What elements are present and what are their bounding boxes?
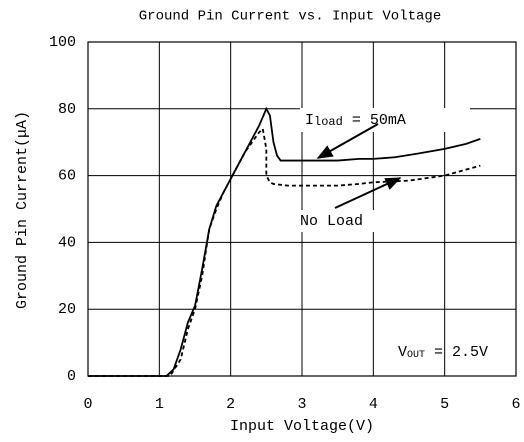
annotation-bg [294, 210, 380, 232]
y-tick-label: 20 [58, 301, 76, 318]
x-tick-label: 2 [226, 396, 235, 413]
x-axis-label: Input Voltage(V) [230, 418, 374, 435]
y-tick-label: 60 [58, 168, 76, 185]
chart-title: Ground Pin Current vs. Input Voltage [139, 9, 441, 25]
annotation-arrow [316, 123, 379, 159]
annotation-arrow [334, 177, 402, 209]
y-tick-label: 0 [67, 368, 76, 385]
y-tick-label: 80 [58, 101, 76, 118]
y-tick-label: 100 [49, 34, 76, 51]
plot-frame [87, 41, 517, 377]
x-tick-label: 5 [440, 396, 449, 413]
annotation: No Load [300, 213, 363, 230]
x-tick-label: 4 [369, 396, 378, 413]
y-axis-label: Ground Pin Current(μA) [14, 111, 31, 309]
annotation: Iload = 50mA [305, 112, 406, 129]
x-tick-label: 1 [155, 396, 164, 413]
y-tick-label: 40 [58, 234, 76, 251]
annotation: VOUT = 2.5V [398, 344, 488, 361]
line-series [88, 127, 481, 377]
annotation-bg [300, 108, 470, 132]
x-tick-label: 3 [297, 396, 306, 413]
line-series [88, 106, 481, 377]
x-tick-label: 0 [83, 396, 92, 413]
x-tick-label: 6 [511, 396, 520, 413]
